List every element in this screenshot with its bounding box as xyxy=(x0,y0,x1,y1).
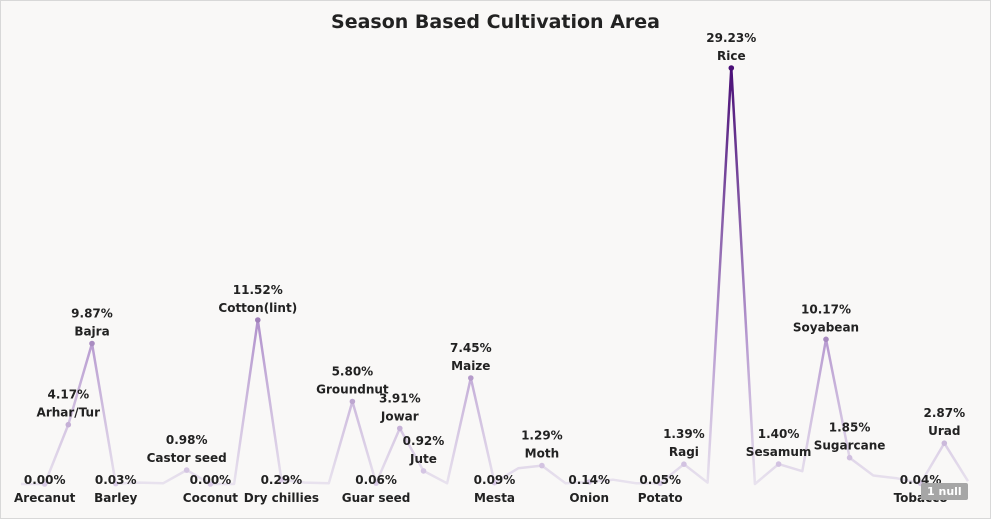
value-label-soyabean: 10.17% xyxy=(801,302,851,316)
point-arecanut[interactable] xyxy=(41,481,48,487)
null-indicator-badge[interactable]: 1 null xyxy=(921,483,968,500)
point-soyabean[interactable] xyxy=(823,336,829,343)
value-label-groundnut: 5.80% xyxy=(332,365,374,379)
point-sesamum[interactable] xyxy=(775,461,782,467)
value-label-jowar: 3.91% xyxy=(379,391,421,405)
value-label-cotton-lint: 11.52% xyxy=(233,283,283,297)
category-label-groundnut: Groundnut xyxy=(316,383,389,397)
point-groundnut[interactable] xyxy=(349,398,356,405)
point-urad[interactable] xyxy=(941,440,948,447)
category-label-guar-seed: Guar seed xyxy=(342,491,411,505)
point-coconut[interactable] xyxy=(207,481,214,487)
category-label-bajra: Bajra xyxy=(74,325,109,339)
point-jowar[interactable] xyxy=(397,425,403,432)
point-onion[interactable] xyxy=(586,479,592,485)
category-label-onion: Onion xyxy=(569,491,609,505)
value-label-mesta: 0.09% xyxy=(474,473,516,487)
point-cotton-lint[interactable] xyxy=(254,317,261,323)
category-label-sugarcane: Sugarcane xyxy=(814,439,886,453)
category-label-barley: Barley xyxy=(94,491,137,505)
category-label-jowar: Jowar xyxy=(380,409,419,423)
value-label-maize: 7.45% xyxy=(450,341,492,355)
category-label-moth: Moth xyxy=(525,447,559,461)
category-label-potato: Potato xyxy=(638,491,683,505)
point-potato[interactable] xyxy=(657,480,663,487)
value-label-bajra: 9.87% xyxy=(71,307,113,321)
value-label-guar-seed: 0.06% xyxy=(355,473,397,487)
value-label-potato: 0.05% xyxy=(639,473,681,487)
category-label-rice: Rice xyxy=(717,49,746,63)
point-mesta[interactable] xyxy=(491,479,498,486)
point-rice[interactable] xyxy=(728,65,735,71)
category-label-urad: Urad xyxy=(928,424,960,438)
value-label-arecanut: 0.00% xyxy=(24,473,66,487)
point-maize[interactable] xyxy=(468,375,474,381)
value-label-sugarcane: 1.85% xyxy=(829,421,871,435)
category-label-coconut: Coconut xyxy=(183,491,238,505)
category-label-jute: Jute xyxy=(409,452,437,466)
point-ragi[interactable] xyxy=(681,461,687,468)
value-label-coconut: 0.00% xyxy=(190,473,232,487)
category-label-ragi: Ragi xyxy=(669,445,699,459)
value-label-jute: 0.92% xyxy=(403,434,445,448)
value-label-arhar-tur: 4.17% xyxy=(47,388,89,402)
point-jute[interactable] xyxy=(420,468,427,474)
point-castor-seed[interactable] xyxy=(183,467,190,473)
category-label-cotton-lint: Cotton(lint) xyxy=(218,301,297,315)
category-label-maize: Maize xyxy=(451,359,490,373)
category-label-sesamum: Sesamum xyxy=(746,445,812,459)
value-label-ragi: 1.39% xyxy=(663,427,705,441)
value-label-castor-seed: 0.98% xyxy=(166,433,208,447)
category-label-soyabean: Soyabean xyxy=(793,320,859,334)
category-label-castor-seed: Castor seed xyxy=(147,451,227,465)
chart-title: Season Based Cultivation Area xyxy=(331,11,660,33)
point-dry-chillies[interactable] xyxy=(278,477,285,483)
category-label-arhar-tur: Arhar/Tur xyxy=(37,406,101,420)
point-bajra[interactable] xyxy=(89,340,95,347)
category-label-arecanut: Arecanut xyxy=(14,491,76,505)
value-label-sesamum: 1.40% xyxy=(758,427,800,441)
point-guar-seed[interactable] xyxy=(373,480,379,486)
point-barley[interactable] xyxy=(112,480,119,487)
point-sugarcane[interactable] xyxy=(846,454,853,461)
value-label-barley: 0.03% xyxy=(95,473,137,487)
value-label-rice: 29.23% xyxy=(706,31,756,45)
value-label-onion: 0.14% xyxy=(568,473,610,487)
value-label-urad: 2.87% xyxy=(923,406,965,420)
category-label-mesta: Mesta xyxy=(474,491,515,505)
point-arhar-tur[interactable] xyxy=(65,421,72,428)
category-label-dry-chillies: Dry chillies xyxy=(244,491,319,505)
value-label-dry-chillies: 0.29% xyxy=(261,473,303,487)
point-moth[interactable] xyxy=(539,462,545,469)
value-label-moth: 1.29% xyxy=(521,429,563,443)
series-line xyxy=(21,66,970,486)
